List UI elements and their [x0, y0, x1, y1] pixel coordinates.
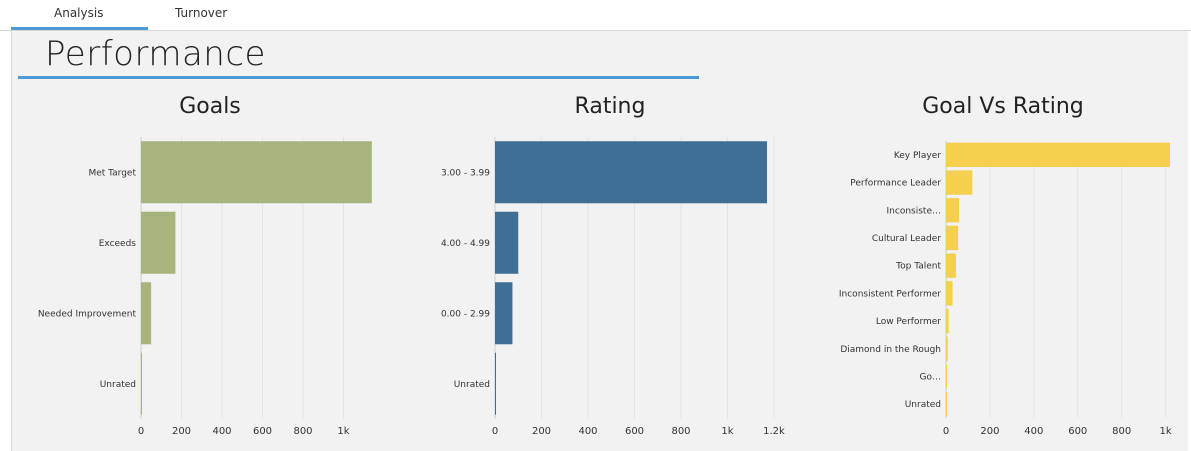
rating-x-tick-label: 400: [578, 426, 597, 437]
goal_vs_rating-bar: [946, 253, 956, 278]
rating-chart-title: Rating: [574, 94, 646, 119]
rating-bar: [495, 141, 768, 204]
page-title: Performance: [45, 34, 266, 74]
goal_vs_rating-bar: [946, 170, 973, 195]
rating-category-label: 0.00 - 2.99: [441, 309, 490, 319]
goal_vs_rating-bar: [946, 225, 959, 251]
goals-bar: [141, 352, 142, 415]
rating-x-tick-label: 1.2k: [763, 426, 785, 437]
goal_vs_rating-category-label: Top Talent: [895, 262, 941, 272]
goal_vs_rating-category-label: Inconsistent Performer: [839, 289, 941, 299]
goals-bar: [141, 141, 372, 204]
goals-category-label: Exceeds: [99, 239, 137, 249]
goal_vs_rating-category-label: Cultural Leader: [872, 234, 941, 244]
goals-x-tick-label: 400: [212, 426, 231, 437]
tab-bar: Analysis Turnover: [0, 0, 1191, 31]
goal_vs_rating-category-label: Low Performer: [876, 317, 941, 327]
goal_vs_rating-x-tick-label: 1k: [1160, 426, 1172, 437]
goal_vs_rating-x-tick-label: 400: [1024, 426, 1043, 437]
goal-vs-rating-chart-title: Goal Vs Rating: [922, 94, 1084, 119]
rating-x-tick-label: 200: [532, 426, 551, 437]
goal_vs_rating-category-label: Key Player: [894, 151, 941, 161]
tab-analysis[interactable]: Analysis: [54, 6, 104, 20]
goal_vs_rating-bar: [946, 281, 953, 306]
goal_vs_rating-category-label: Diamond in the Rough: [840, 345, 941, 355]
rating-category-label: 4.00 - 4.99: [441, 239, 490, 249]
goal_vs_rating-x-tick-label: 0: [943, 426, 949, 437]
active-tab-indicator: [11, 27, 148, 30]
tab-turnover[interactable]: Turnover: [175, 6, 228, 20]
rating-bar: [495, 352, 496, 415]
rating-x-tick-label: 600: [625, 426, 644, 437]
rating-category-label: 3.00 - 3.99: [441, 168, 490, 178]
rating-x-tick-label: 0: [492, 426, 498, 437]
goals-chart-title: Goals: [179, 94, 241, 119]
goal_vs_rating-category-label: Performance Leader: [850, 179, 941, 189]
rating-category-label: Unrated: [454, 380, 490, 390]
goals-x-tick-label: 200: [172, 426, 191, 437]
goal_vs_rating-bar: [946, 308, 949, 334]
goal_vs_rating-bar: [946, 198, 960, 223]
goal_vs_rating-x-tick-label: 600: [1068, 426, 1087, 437]
goals-x-tick-label: 1k: [337, 426, 349, 437]
goal_vs_rating-bar: [946, 142, 1170, 168]
goal_vs_rating-category-label: Go…: [920, 372, 941, 382]
goals-category-label: Unrated: [100, 380, 136, 390]
goals-x-tick-label: 800: [293, 426, 312, 437]
rating-bar: [495, 282, 513, 345]
goals-category-label: Needed Improvement: [38, 309, 137, 319]
title-underline: [18, 76, 699, 79]
goal_vs_rating-bar: [946, 364, 947, 389]
goal_vs_rating-bar: [946, 391, 947, 417]
goal_vs_rating-x-tick-label: 800: [1112, 426, 1131, 437]
rating-x-tick-label: 800: [671, 426, 690, 437]
goal_vs_rating-bar: [946, 336, 948, 361]
dashboard-panel: [11, 31, 1188, 451]
tab-bar-divider: [0, 30, 1191, 31]
goals-bar: [141, 282, 152, 345]
goals-x-tick-label: 600: [253, 426, 272, 437]
rating-bar: [495, 211, 519, 274]
goal_vs_rating-category-label: Unrated: [905, 400, 941, 410]
rating-x-tick-label: 1k: [721, 426, 733, 437]
goals-bar: [141, 211, 176, 274]
goal_vs_rating-category-label: Inconsiste…: [887, 206, 941, 216]
goals-x-tick-label: 0: [138, 426, 144, 437]
goals-category-label: Met Target: [88, 168, 136, 178]
goal_vs_rating-x-tick-label: 200: [980, 426, 999, 437]
